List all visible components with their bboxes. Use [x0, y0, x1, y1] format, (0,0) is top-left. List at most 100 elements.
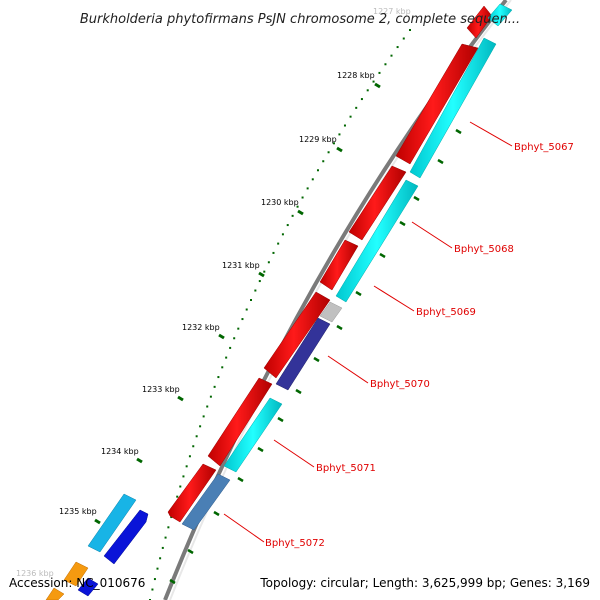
track-tick: [295, 388, 302, 395]
kbp-label: 1235 kbp: [59, 507, 97, 516]
scale-dot: [316, 169, 319, 172]
scale-dot: [338, 133, 341, 136]
track-tick: [257, 446, 264, 453]
scale-dot: [245, 308, 248, 311]
scale-dot: [237, 327, 240, 330]
gene-arrow[interactable]: [103, 509, 149, 565]
scale-dot: [360, 98, 363, 101]
scale-dot: [281, 233, 284, 236]
gene-arrow[interactable]: [77, 577, 99, 597]
scale-tick: [177, 395, 184, 402]
gene-label[interactable]: Bphyt_5069: [416, 307, 476, 318]
scale-dot: [301, 196, 304, 199]
scale-dot: [179, 485, 182, 488]
kbp-label: 1236 kbp: [16, 569, 54, 578]
gene-arrow[interactable]: [319, 301, 343, 323]
kbp-label: 1233 kbp: [142, 385, 180, 394]
accession-text: Accession: NC_010676: [9, 576, 145, 590]
gene-arrow[interactable]: [263, 291, 331, 379]
scale-dot: [349, 115, 352, 118]
scale-dot: [355, 106, 358, 109]
track-tick: [213, 510, 220, 517]
scale-dot: [396, 46, 399, 49]
scale-dot: [225, 356, 228, 359]
gene-label[interactable]: Bphyt_5072: [265, 538, 325, 549]
scale-dot: [250, 299, 252, 301]
kbp-label: 1227 kbp: [373, 7, 411, 16]
gene-label-lines: [223, 121, 513, 543]
track-tick: [237, 476, 244, 483]
scale-tick: [218, 333, 225, 340]
gene-arrow[interactable]: [395, 43, 479, 165]
track-tick: [336, 324, 343, 331]
gene-label[interactable]: Bphyt_5068: [454, 244, 514, 255]
scale-dot: [156, 567, 159, 570]
scale-dot: [209, 395, 212, 398]
gene-label[interactable]: Bphyt_5067: [514, 142, 574, 153]
scale-dot: [164, 536, 167, 539]
scale-tick: [136, 457, 143, 464]
track-tick: [277, 416, 284, 423]
scale-dots: [149, 29, 411, 600]
gene-label[interactable]: Bphyt_5071: [316, 463, 376, 474]
scale-dot: [254, 289, 257, 292]
track-tick: [355, 290, 362, 297]
other-genes: [45, 493, 149, 600]
scale-dot: [263, 270, 266, 273]
scale-dot: [327, 151, 330, 154]
gene-arrow[interactable]: [409, 37, 497, 179]
scale-tick: [94, 518, 101, 525]
summary-text: Topology: circular; Length: 3,625,999 bp…: [259, 576, 590, 590]
scale-dot: [272, 251, 275, 254]
gene-arrow[interactable]: [181, 473, 231, 531]
gene-arrow[interactable]: [319, 239, 359, 291]
scale-dot: [409, 29, 411, 31]
gene-arrow[interactable]: [87, 493, 137, 553]
scale-labels: 1227 kbp 1228 kbp 1229 kbp 1230 kbp 1231…: [16, 7, 411, 578]
gene-arrow[interactable]: [167, 463, 217, 523]
track-tick: [437, 158, 444, 165]
gene-arrow[interactable]: [335, 179, 419, 303]
gene-arrow[interactable]: [348, 165, 407, 241]
scale-dot: [378, 71, 381, 74]
kbp-label: 1229 kbp: [299, 135, 337, 144]
scale-dot: [343, 124, 346, 127]
gene-arrow[interactable]: [45, 587, 65, 600]
scale-dot: [366, 89, 369, 92]
gene-arrow[interactable]: [63, 561, 89, 587]
kbp-label: 1231 kbp: [222, 261, 260, 270]
track-tick: [379, 252, 386, 259]
gene-arrow[interactable]: [207, 377, 273, 467]
track-tick: [187, 548, 194, 555]
scale-dot: [185, 465, 188, 468]
scale-dot: [151, 588, 154, 591]
scale-dot: [291, 214, 294, 217]
gene-label[interactable]: Bphyt_5070: [370, 379, 430, 390]
scale-tick: [258, 271, 265, 278]
scale-dot: [229, 346, 232, 349]
track-tick: [399, 220, 406, 227]
gene-arrow[interactable]: [275, 317, 331, 391]
track-ticks: [169, 128, 462, 585]
scale-tick: [336, 146, 343, 153]
track-tick: [455, 128, 462, 135]
scale-ticks: [94, 82, 381, 525]
kbp-label: 1232 kbp: [182, 323, 220, 332]
scale-dot: [311, 178, 314, 181]
scale-dot: [217, 376, 220, 379]
scale-dot: [213, 385, 216, 388]
scale-dot: [199, 425, 202, 428]
scale-dot: [176, 495, 179, 498]
scale-dot: [195, 435, 198, 438]
gene-arrow[interactable]: [223, 397, 283, 473]
footer: Accession: NC_010676 Topology: circular;…: [9, 576, 590, 590]
kbp-label: 1230 kbp: [261, 198, 299, 207]
scale-dot: [159, 557, 162, 560]
scale-dot: [192, 445, 195, 448]
scale-dot: [322, 160, 325, 163]
track-tick: [169, 578, 176, 585]
scale-dot: [153, 578, 156, 581]
gene-arrow[interactable]: [487, 3, 513, 27]
scale-tick: [374, 82, 381, 89]
